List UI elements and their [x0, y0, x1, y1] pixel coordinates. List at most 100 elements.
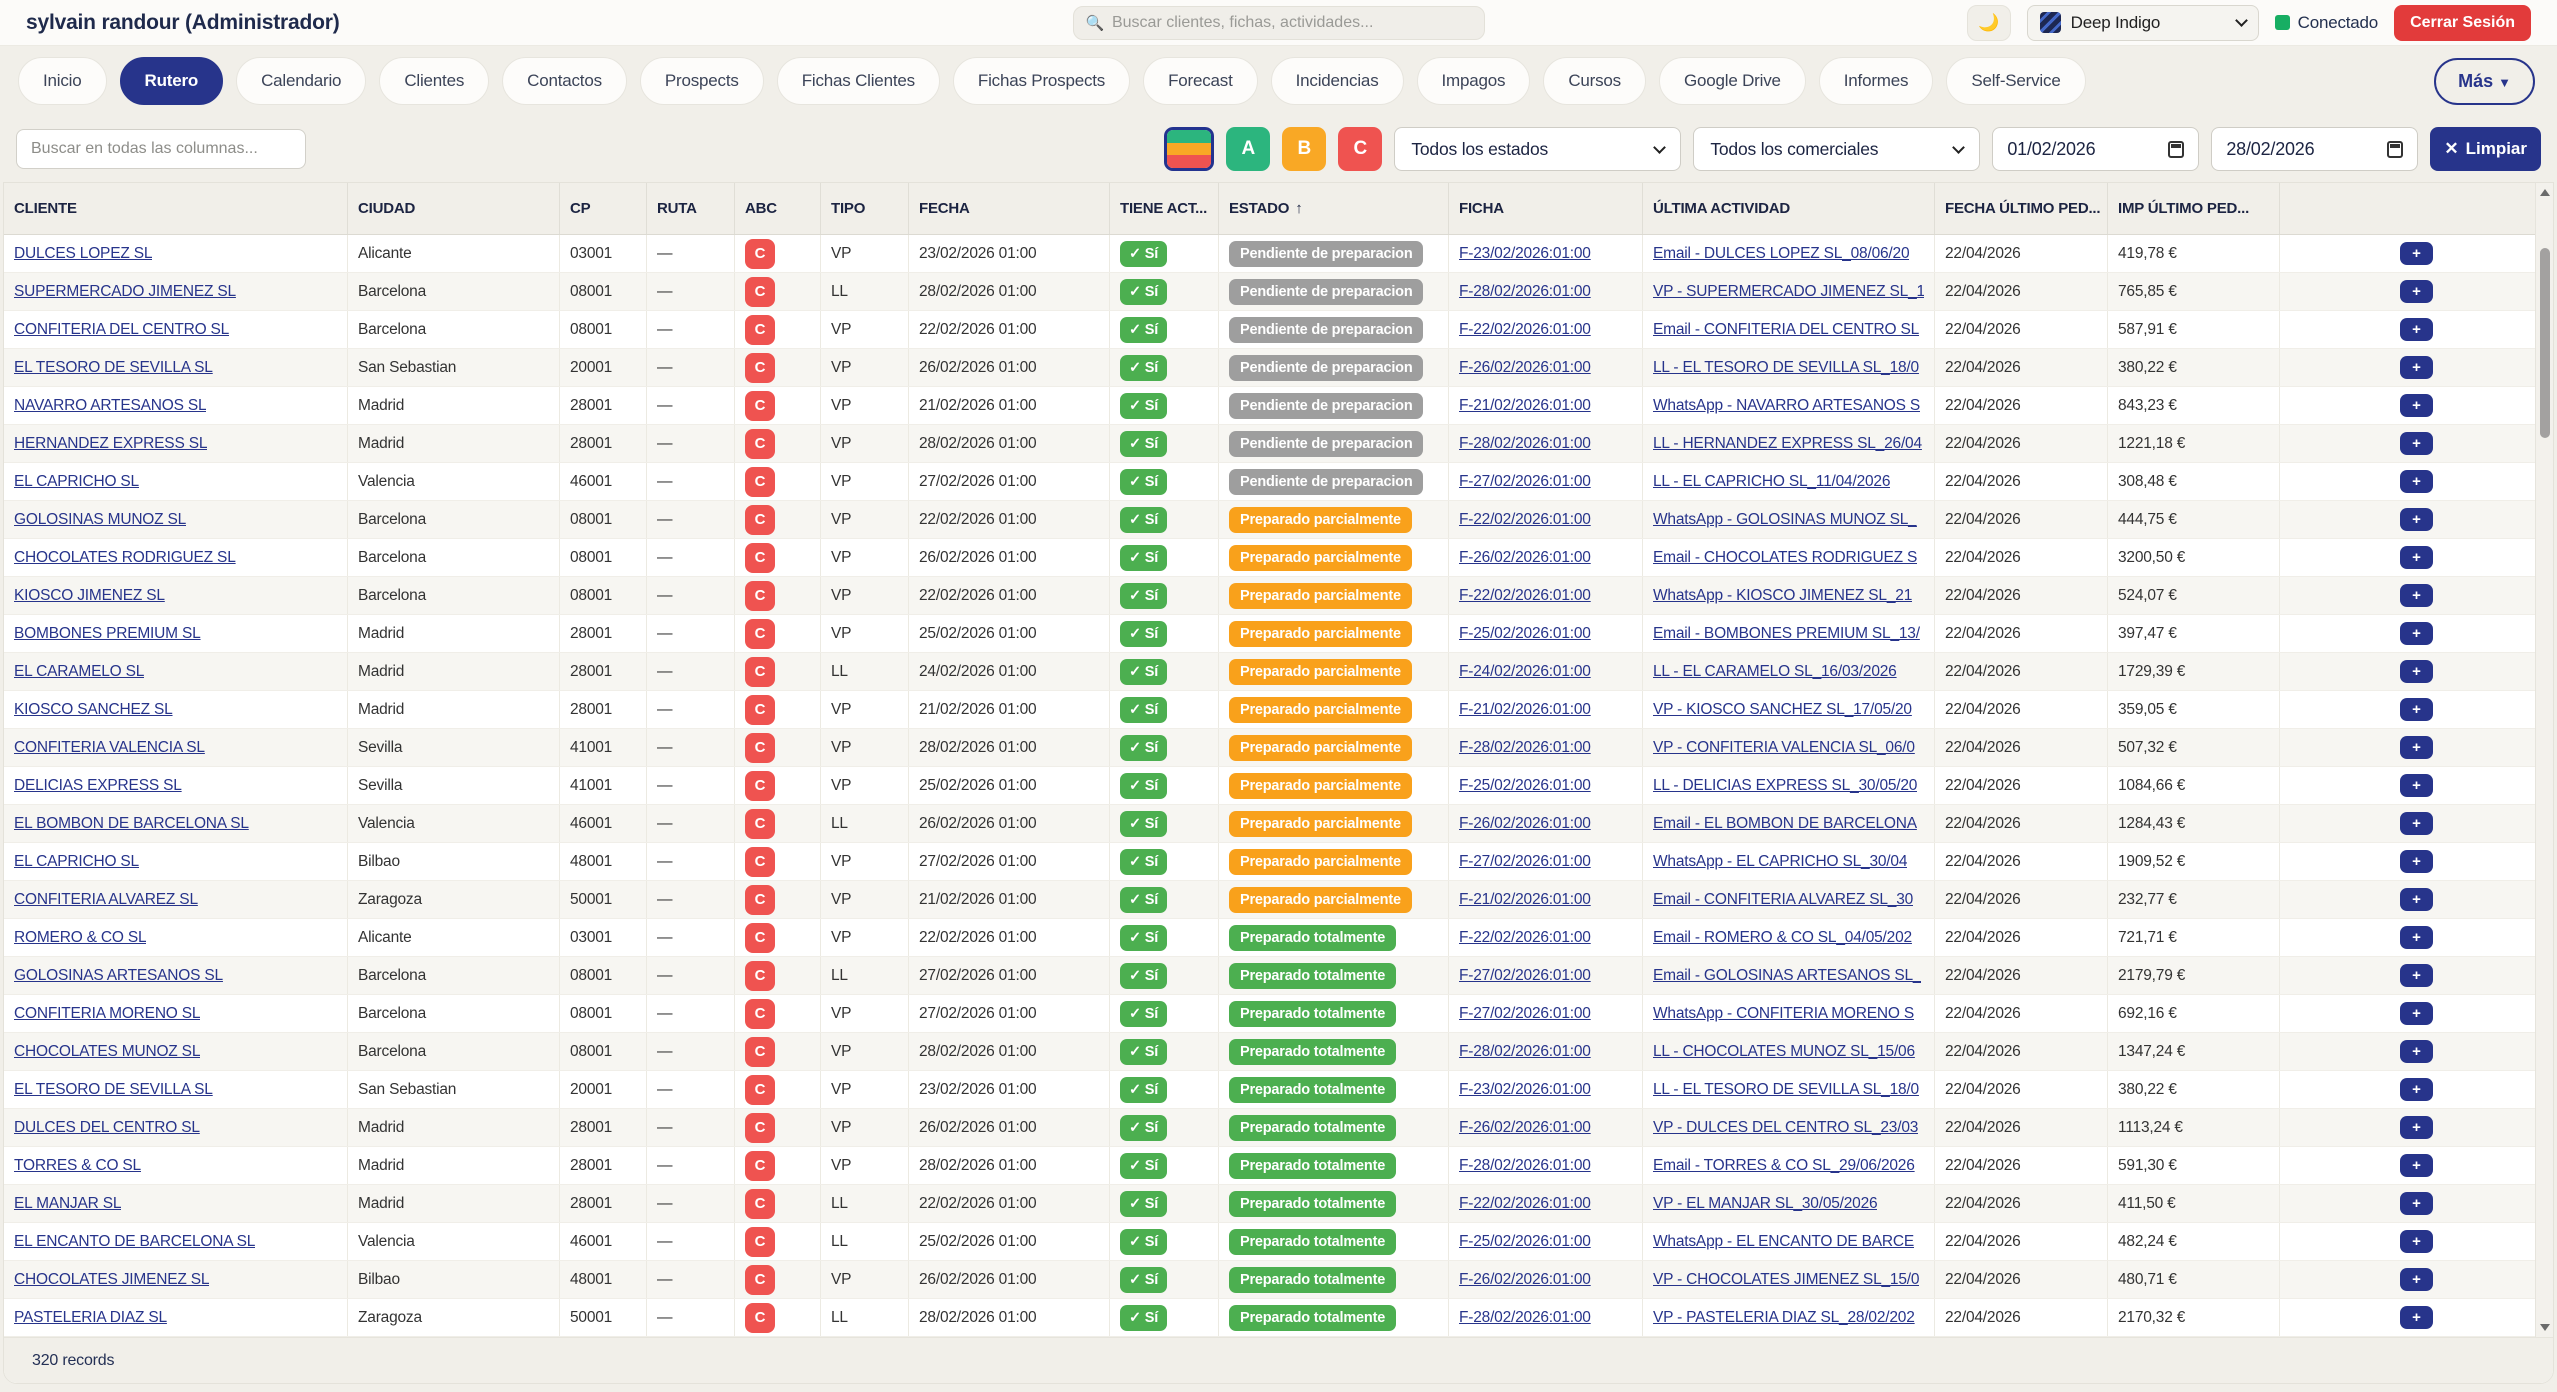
- ficha-link[interactable]: F-28/02/2026:01:00: [1459, 1042, 1591, 1060]
- actividad-link[interactable]: LL - EL CARAMELO SL_16/03/2026: [1653, 662, 1897, 680]
- add-button[interactable]: +: [2400, 508, 2433, 531]
- client-link[interactable]: EL ENCANTO DE BARCELONA SL: [14, 1232, 256, 1250]
- ficha-link[interactable]: F-27/02/2026:01:00: [1459, 966, 1591, 984]
- actividad-link[interactable]: LL - DELICIAS EXPRESS SL_30/05/20: [1653, 776, 1918, 794]
- add-button[interactable]: +: [2400, 470, 2433, 493]
- client-link[interactable]: DULCES LOPEZ SL: [14, 244, 153, 262]
- scrollbar-thumb[interactable]: [2539, 248, 2550, 438]
- column-header-abc[interactable]: ABC: [735, 183, 821, 234]
- add-button[interactable]: +: [2400, 1306, 2433, 1329]
- actividad-link[interactable]: Email - DULCES LOPEZ SL_08/06/20: [1653, 244, 1910, 262]
- ficha-link[interactable]: F-28/02/2026:01:00: [1459, 1156, 1591, 1174]
- ficha-link[interactable]: F-26/02/2026:01:00: [1459, 1118, 1591, 1136]
- dark-mode-toggle[interactable]: 🌙: [1966, 4, 2011, 41]
- client-link[interactable]: SUPERMERCADO JIMENEZ SL: [14, 282, 236, 300]
- actividad-link[interactable]: LL - EL TESORO DE SEVILLA SL_18/0: [1653, 358, 1919, 376]
- ficha-link[interactable]: F-22/02/2026:01:00: [1459, 1194, 1591, 1212]
- add-button[interactable]: +: [2400, 394, 2433, 417]
- ficha-link[interactable]: F-26/02/2026:01:00: [1459, 358, 1591, 376]
- client-link[interactable]: EL BOMBON DE BARCELONA SL: [14, 814, 249, 832]
- ficha-link[interactable]: F-21/02/2026:01:00: [1459, 396, 1591, 414]
- abc-filter-a-button[interactable]: A: [1226, 127, 1271, 171]
- actividad-link[interactable]: Email - EL BOMBON DE BARCELONA: [1653, 814, 1917, 832]
- abc-filter-b-button[interactable]: B: [1282, 127, 1327, 171]
- ficha-link[interactable]: F-25/02/2026:01:00: [1459, 624, 1591, 642]
- tab-calendario[interactable]: Calendario: [236, 57, 367, 105]
- client-link[interactable]: CHOCOLATES JIMENEZ SL: [14, 1270, 210, 1288]
- tab-impagos[interactable]: Impagos: [1416, 57, 1531, 105]
- add-button[interactable]: +: [2400, 546, 2433, 569]
- actividad-link[interactable]: LL - EL CAPRICHO SL_11/04/2026: [1653, 472, 1891, 490]
- client-link[interactable]: CHOCOLATES MUNOZ SL: [14, 1042, 201, 1060]
- ficha-link[interactable]: F-21/02/2026:01:00: [1459, 890, 1591, 908]
- actividad-link[interactable]: VP - KIOSCO SANCHEZ SL_17/05/20: [1653, 700, 1912, 718]
- scroll-down-icon[interactable]: [2539, 1324, 2550, 1331]
- ficha-link[interactable]: F-25/02/2026:01:00: [1459, 1232, 1591, 1250]
- actividad-link[interactable]: VP - CONFITERIA VALENCIA SL_06/0: [1653, 738, 1915, 756]
- actividad-link[interactable]: LL - HERNANDEZ EXPRESS SL_26/04: [1653, 434, 1922, 452]
- client-link[interactable]: GOLOSINAS ARTESANOS SL: [14, 966, 223, 984]
- add-button[interactable]: +: [2400, 850, 2433, 873]
- actividad-link[interactable]: LL - EL TESORO DE SEVILLA SL_18/0: [1653, 1080, 1919, 1098]
- theme-select[interactable]: Deep Indigo: [2026, 4, 2259, 41]
- column-header-tiene-actividad[interactable]: TIENE ACT...: [1110, 183, 1219, 234]
- client-link[interactable]: EL MANJAR SL: [14, 1194, 122, 1212]
- client-link[interactable]: ROMERO & CO SL: [14, 928, 147, 946]
- ficha-link[interactable]: F-28/02/2026:01:00: [1459, 738, 1591, 756]
- actividad-link[interactable]: Email - BOMBONES PREMIUM SL_13/: [1653, 624, 1920, 642]
- tab-fichas-clientes[interactable]: Fichas Clientes: [776, 57, 940, 105]
- columns-search-input[interactable]: [16, 129, 306, 169]
- client-link[interactable]: EL CARAMELO SL: [14, 662, 145, 680]
- tab-fichas-prospects[interactable]: Fichas Prospects: [952, 57, 1131, 105]
- column-header-cliente[interactable]: CLIENTE: [4, 183, 348, 234]
- client-link[interactable]: PASTELERIA DIAZ SL: [14, 1308, 167, 1326]
- tab-clientes[interactable]: Clientes: [379, 57, 490, 105]
- tab-informes[interactable]: Informes: [1818, 57, 1934, 105]
- date-from-input[interactable]: 01/02/2026: [1992, 127, 2200, 171]
- client-link[interactable]: CONFITERIA VALENCIA SL: [14, 738, 205, 756]
- client-link[interactable]: EL CAPRICHO SL: [14, 472, 139, 490]
- add-button[interactable]: +: [2400, 888, 2433, 911]
- abc-filter-all-button[interactable]: [1164, 127, 1215, 171]
- actividad-link[interactable]: Email - CONFITERIA ALVAREZ SL_30: [1653, 890, 1914, 908]
- ficha-link[interactable]: F-27/02/2026:01:00: [1459, 472, 1591, 490]
- more-button[interactable]: Más ▼: [2434, 57, 2535, 105]
- ficha-link[interactable]: F-24/02/2026:01:00: [1459, 662, 1591, 680]
- estado-filter-select[interactable]: Todos los estados: [1394, 127, 1682, 171]
- clear-filters-button[interactable]: ✕ Limpiar: [2430, 127, 2541, 171]
- column-header-imp-ultimo-pedido[interactable]: IMP ÚLTIMO PED...: [2108, 183, 2280, 234]
- actividad-link[interactable]: Email - TORRES & CO SL_29/06/2026: [1653, 1156, 1915, 1174]
- client-link[interactable]: EL TESORO DE SEVILLA SL: [14, 358, 213, 376]
- tab-self-service[interactable]: Self-Service: [1946, 57, 2086, 105]
- add-button[interactable]: +: [2400, 1192, 2433, 1215]
- add-button[interactable]: +: [2400, 1078, 2433, 1101]
- actividad-link[interactable]: WhatsApp - CONFITERIA MORENO S: [1653, 1004, 1914, 1022]
- add-button[interactable]: +: [2400, 1268, 2433, 1291]
- ficha-link[interactable]: F-22/02/2026:01:00: [1459, 586, 1591, 604]
- client-link[interactable]: DULCES DEL CENTRO SL: [14, 1118, 200, 1136]
- add-button[interactable]: +: [2400, 622, 2433, 645]
- tab-contactos[interactable]: Contactos: [502, 57, 627, 105]
- tab-cursos[interactable]: Cursos: [1543, 57, 1646, 105]
- actividad-link[interactable]: WhatsApp - KIOSCO JIMENEZ SL_21: [1653, 586, 1913, 604]
- client-link[interactable]: CONFITERIA ALVAREZ SL: [14, 890, 198, 908]
- add-button[interactable]: +: [2400, 280, 2433, 303]
- ficha-link[interactable]: F-21/02/2026:01:00: [1459, 700, 1591, 718]
- add-button[interactable]: +: [2400, 1154, 2433, 1177]
- add-button[interactable]: +: [2400, 1230, 2433, 1253]
- client-link[interactable]: HERNANDEZ EXPRESS SL: [14, 434, 208, 452]
- tab-inicio[interactable]: Inicio: [18, 57, 107, 105]
- add-button[interactable]: +: [2400, 812, 2433, 835]
- add-button[interactable]: +: [2400, 698, 2433, 721]
- add-button[interactable]: +: [2400, 926, 2433, 949]
- actividad-link[interactable]: WhatsApp - GOLOSINAS MUNOZ SL_: [1653, 510, 1917, 528]
- abc-filter-c-button[interactable]: C: [1338, 127, 1383, 171]
- column-header-ficha[interactable]: FICHA: [1449, 183, 1643, 234]
- client-link[interactable]: EL CAPRICHO SL: [14, 852, 139, 870]
- tab-prospects[interactable]: Prospects: [639, 57, 764, 105]
- ficha-link[interactable]: F-26/02/2026:01:00: [1459, 814, 1591, 832]
- client-link[interactable]: CHOCOLATES RODRIGUEZ SL: [14, 548, 236, 566]
- comercial-filter-select[interactable]: Todos los comerciales: [1693, 127, 1981, 171]
- vertical-scrollbar[interactable]: [2535, 183, 2553, 1337]
- actividad-link[interactable]: Email - GOLOSINAS ARTESANOS SL_: [1653, 966, 1922, 984]
